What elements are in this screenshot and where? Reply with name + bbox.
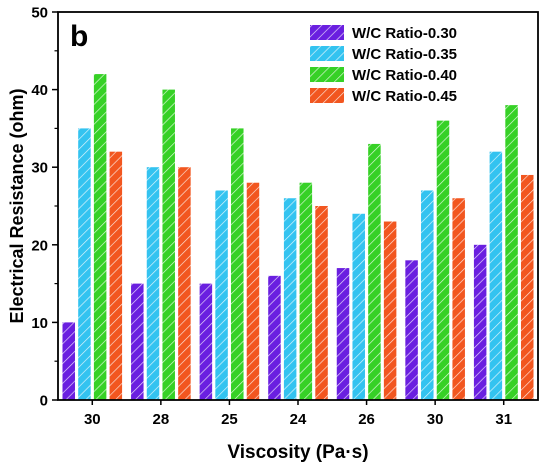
bar-w-c-ratio-0-45-cat-6	[521, 174, 534, 400]
bar-w-c-ratio-0-45-cat-0	[109, 151, 123, 400]
bar-w-c-ratio-0-35-cat-4	[352, 213, 365, 400]
x-tick-label: 30	[84, 411, 101, 428]
x-tick-label: 26	[358, 411, 375, 428]
plot-frame	[57, 11, 539, 401]
bar-w-c-ratio-0-30-cat-1	[131, 283, 144, 400]
y-tick-label: 50	[31, 5, 48, 22]
legend-label: W/C Ratio-0.35	[352, 46, 457, 63]
x-tick-label: 25	[221, 411, 238, 428]
bar-w-c-ratio-0-35-cat-3	[283, 198, 297, 400]
legend-swatch	[310, 88, 344, 103]
bar-w-c-ratio-0-35-cat-6	[489, 151, 503, 400]
y-tick-label: 0	[40, 393, 48, 410]
bar-w-c-ratio-0-40-cat-1	[162, 89, 175, 400]
y-tick-label: 30	[31, 160, 48, 177]
bar-w-c-ratio-0-30-cat-2	[199, 283, 213, 400]
bar-w-c-ratio-0-40-cat-2	[231, 128, 244, 400]
bar-w-c-ratio-0-40-cat-6	[505, 105, 518, 401]
bar-w-c-ratio-0-40-cat-4	[368, 143, 381, 401]
x-tick-label: 28	[153, 411, 170, 428]
legend: W/C Ratio-0.30 W/C Ratio-0.35 W/C Ratio-0.…	[310, 25, 457, 105]
bar-w-c-ratio-0-45-cat-3	[315, 206, 328, 400]
x-tick-label: 24	[290, 411, 307, 428]
bar-w-c-ratio-0-35-cat-5	[421, 190, 434, 400]
legend-swatch	[310, 46, 344, 61]
bar-w-c-ratio-0-30-cat-5	[405, 260, 418, 400]
bar-w-c-ratio-0-30-cat-6	[473, 244, 487, 400]
y-tick-label: 20	[31, 237, 48, 254]
bar-w-c-ratio-0-30-cat-3	[268, 275, 281, 400]
y-axis-label: Electrical Resistance (ohm)	[7, 88, 27, 323]
legend-swatch	[310, 25, 344, 40]
x-tick-label: 31	[495, 411, 512, 428]
bar-w-c-ratio-0-30-cat-0	[62, 322, 75, 400]
bar-w-c-ratio-0-45-cat-2	[246, 182, 260, 400]
y-tick-label: 10	[31, 315, 48, 332]
x-axis-label: Viscosity (Pa·s)	[227, 442, 368, 463]
ticks-layer: 30 28 25 24 26 30 31 0 10 20 30 40 50	[31, 5, 512, 429]
legend-swatch	[310, 67, 344, 82]
bar-w-c-ratio-0-40-cat-3	[299, 182, 313, 400]
bar-w-c-ratio-0-35-cat-0	[78, 128, 91, 400]
bar-w-c-ratio-0-40-cat-5	[436, 120, 450, 400]
bar-w-c-ratio-0-35-cat-1	[146, 167, 160, 400]
bar-w-c-ratio-0-45-cat-1	[178, 167, 191, 400]
bars-layer	[62, 74, 534, 401]
x-tick-label: 30	[427, 411, 444, 428]
y-tick-label: 40	[31, 82, 48, 99]
panel-label: b	[70, 20, 88, 53]
legend-label: W/C Ratio-0.40	[352, 67, 457, 84]
legend-label: W/C Ratio-0.30	[352, 25, 457, 42]
bar-w-c-ratio-0-40-cat-0	[93, 74, 107, 400]
bar-w-c-ratio-0-45-cat-5	[452, 198, 465, 400]
bar-w-c-ratio-0-45-cat-4	[383, 221, 397, 400]
bar-w-c-ratio-0-30-cat-4	[336, 268, 350, 400]
bar-w-c-ratio-0-35-cat-2	[215, 190, 228, 400]
legend-label: W/C Ratio-0.45	[352, 88, 457, 105]
